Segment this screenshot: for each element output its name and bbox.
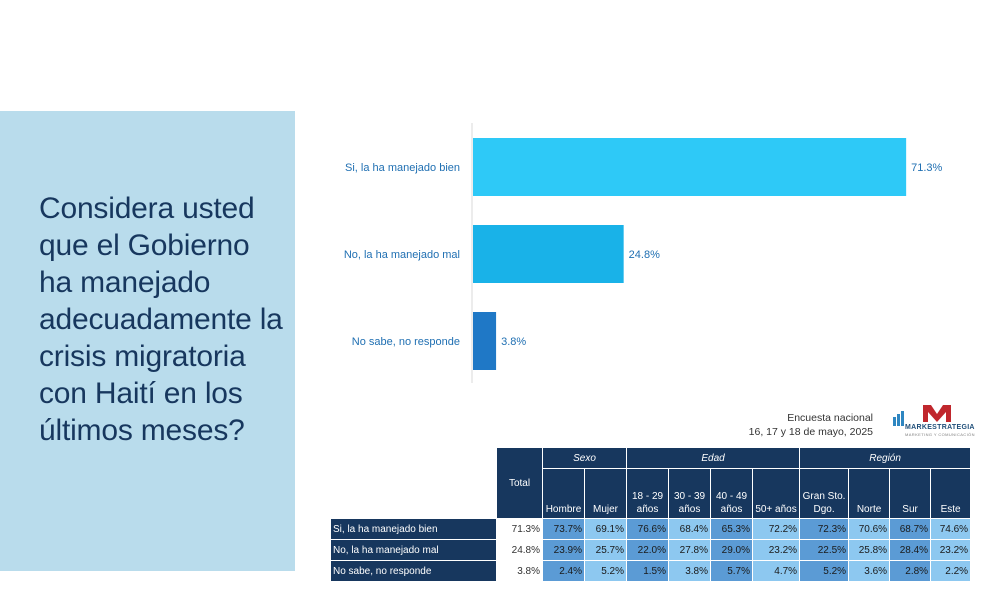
table-cell: 25.8% — [848, 539, 891, 561]
survey-line-1: Encuesta nacional — [787, 412, 873, 424]
category-label: Si, la ha manejado bien — [345, 162, 460, 174]
group-header: Región — [799, 447, 972, 469]
table-cell: 65.3% — [710, 518, 754, 540]
table-cell: 27.8% — [668, 539, 712, 561]
table-cell: 5.2% — [799, 560, 850, 582]
table-cell: 1.5% — [626, 560, 670, 582]
subheader-row: Hombre Mujer 18 - 29 años 30 - 39 años 40 - … — [331, 468, 972, 519]
category-label: No sabe, no responde — [352, 336, 460, 348]
group-header: Sexo — [541, 447, 628, 469]
table-row: No sabe, no responde 3.8% 2.4% 5.2% 1.5% 3.8%… — [330, 560, 972, 582]
row-label: Si, la ha manejado bien — [330, 518, 497, 540]
column-header: 30 - 39 años — [668, 468, 712, 519]
table-cell: 23.9% — [542, 539, 585, 561]
table-cell: 22.0% — [626, 539, 670, 561]
total-cell: 3.8% — [496, 560, 543, 582]
table-cell: 69.1% — [583, 518, 628, 540]
column-header: Este — [930, 468, 972, 519]
table-corner — [330, 447, 497, 519]
table-cell: 23.2% — [752, 539, 801, 561]
column-header: Mujer — [583, 468, 628, 519]
data-label: 3.8% — [501, 336, 526, 348]
category-label: No, la ha manejado mal — [344, 249, 460, 261]
survey-note: Encuesta nacional 16, 17 y 18 de mayo, 2… — [680, 411, 873, 439]
markestrategia-logo-icon — [893, 405, 951, 426]
total-cell: 71.3% — [496, 518, 543, 540]
table-cell: 23.2% — [930, 539, 972, 561]
table-cell: 2.4% — [542, 560, 585, 582]
data-label: 71.3% — [911, 162, 942, 174]
question-title: Considera usted que el Gobierno ha manej… — [39, 192, 283, 447]
column-header: 50+ años — [752, 468, 801, 519]
survey-dates: 16, 17 y 18 de mayo, 2025 — [748, 426, 873, 438]
table-cell: 3.6% — [848, 560, 891, 582]
column-header: 40 - 49 años — [710, 468, 754, 519]
table-cell: 72.3% — [799, 518, 850, 540]
table-cell: 74.6% — [930, 518, 972, 540]
column-header: Hombre — [542, 468, 585, 519]
table-cell: 4.7% — [752, 560, 801, 582]
table-row: No, la ha manejado mal 24.8% 23.9% 25.7% 22.… — [330, 539, 972, 561]
table-cell: 28.4% — [889, 539, 932, 561]
column-header: Gran Sto. Dgo. — [799, 468, 850, 519]
total-cell: 24.8% — [496, 539, 543, 561]
table-cell: 25.7% — [583, 539, 628, 561]
table-cell: 5.2% — [583, 560, 628, 582]
data-label: 24.8% — [629, 249, 660, 261]
column-header: 18 - 29 años — [626, 468, 670, 519]
column-header: Sur — [889, 468, 932, 519]
table-cell: 22.5% — [799, 539, 850, 561]
total-header: Total — [496, 447, 543, 519]
row-label: No, la ha manejado mal — [330, 539, 497, 561]
bar — [473, 225, 624, 283]
table-cell: 2.8% — [889, 560, 932, 582]
question-panel — [0, 111, 295, 571]
bar — [473, 138, 907, 196]
column-header: Norte — [848, 468, 891, 519]
bar-chart: Si, la ha manejado bien 71.3% No, la ha ma… — [344, 123, 943, 383]
table-cell: 68.7% — [889, 518, 932, 540]
crosstab-table: Total Sexo Edad Región Hombre Mujer 18 - 2… — [330, 447, 972, 582]
logo-name: MARKESTRATEGIA — [905, 424, 975, 431]
table-cell: 73.7% — [542, 518, 585, 540]
table-cell: 70.6% — [848, 518, 891, 540]
bar — [473, 312, 497, 370]
table-cell: 5.7% — [710, 560, 754, 582]
logo-tagline: MARKETING Y COMUNICACIÓN — [905, 432, 975, 437]
table-cell: 2.2% — [930, 560, 972, 582]
table-cell: 3.8% — [668, 560, 712, 582]
row-label: No sabe, no responde — [330, 560, 497, 582]
table-row: Si, la ha manejado bien 71.3% 73.7% 69.1% 76… — [330, 518, 972, 540]
group-header: Edad — [626, 447, 801, 469]
table-cell: 72.2% — [752, 518, 801, 540]
table-cell: 68.4% — [668, 518, 712, 540]
table-cell: 76.6% — [626, 518, 670, 540]
table-cell: 29.0% — [710, 539, 754, 561]
group-header-row: Total Sexo Edad Región — [330, 447, 972, 519]
